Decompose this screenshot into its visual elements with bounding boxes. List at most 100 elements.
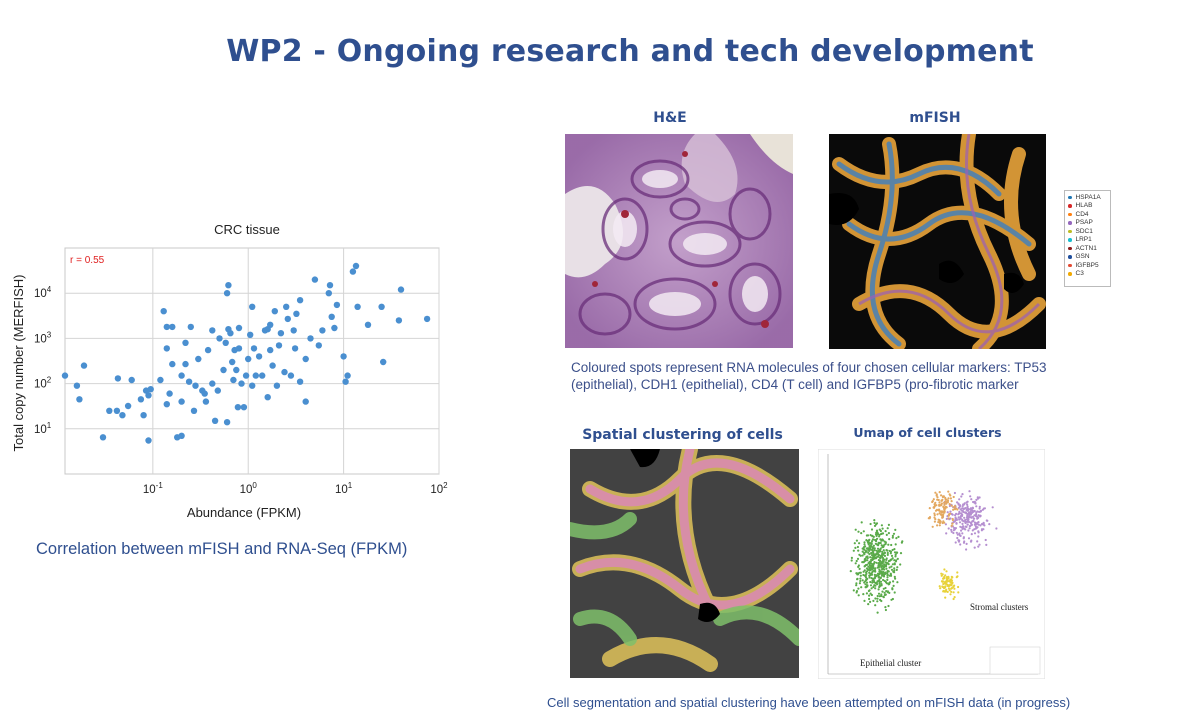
legend-swatch <box>1068 255 1072 259</box>
umap-cell-point <box>951 581 954 584</box>
umap-cell-point <box>872 585 875 589</box>
umap-cell-point <box>952 585 955 588</box>
scatter-point <box>311 276 319 283</box>
legend-swatch <box>1068 212 1072 216</box>
umap-cell-point <box>856 573 859 576</box>
umap-cell-point <box>964 511 967 514</box>
umap-cell-point <box>894 560 898 563</box>
umap-cell-point <box>971 529 974 532</box>
umap-cell-point <box>977 523 980 526</box>
umap-cell-point <box>870 562 873 565</box>
umap-cell-point <box>884 530 887 533</box>
umap-cell-point <box>892 580 895 583</box>
umap-cell-point <box>958 518 961 521</box>
umap-cell-point <box>946 511 949 514</box>
umap-cell-point <box>893 575 896 578</box>
umap-cell-point <box>876 594 879 598</box>
scatter-point <box>325 290 332 297</box>
umap-cell-point <box>868 553 871 556</box>
umap-cell-point <box>885 590 888 593</box>
scatter-point <box>169 323 176 331</box>
umap-cell-point <box>871 546 874 549</box>
he-title: H&E <box>653 110 687 126</box>
umap-cell-point <box>957 516 960 519</box>
scatter-point <box>344 372 351 379</box>
scatter-point <box>233 366 240 374</box>
umap-cell-point <box>886 573 889 576</box>
umap-cell-point <box>856 545 859 549</box>
umap-cell-point <box>945 532 948 535</box>
umap-cell-point <box>958 505 961 508</box>
umap-cell-point <box>950 530 953 533</box>
umap-cell-point <box>956 536 959 540</box>
umap-cell-point <box>946 584 949 587</box>
umap-cell-point <box>954 527 957 530</box>
umap-cell-point <box>882 587 885 590</box>
umap-cell-point <box>893 567 896 570</box>
umap-cell-point <box>884 593 887 596</box>
umap-cell-point <box>865 539 868 542</box>
umap-cell-point <box>869 556 872 559</box>
umap-cell-point <box>877 575 880 578</box>
umap-cell-point <box>881 546 884 549</box>
umap-cell-point <box>882 578 885 582</box>
umap-cell-point <box>978 507 981 510</box>
umap-cell-point <box>961 493 964 496</box>
umap-cell-point <box>867 551 870 554</box>
legend-item: GSN <box>1065 253 1110 262</box>
scatter-point <box>271 308 278 315</box>
umap-cell-point <box>941 580 945 583</box>
scatter-point <box>169 360 176 368</box>
umap-cell-point <box>899 552 903 555</box>
umap-cell-point <box>857 594 860 597</box>
legend-swatch <box>1068 195 1072 199</box>
legend-swatch <box>1068 263 1072 267</box>
scatter-point <box>269 362 276 369</box>
umap-cell-point <box>944 589 947 593</box>
umap-cell-point <box>966 523 969 526</box>
scatter-point <box>163 323 170 331</box>
umap-cell-point <box>948 589 951 592</box>
scatter-point <box>354 303 361 310</box>
umap-cell-point <box>965 516 969 519</box>
scatter-point <box>119 412 126 419</box>
umap-cell-point <box>879 576 882 579</box>
umap-cell-point <box>875 522 879 525</box>
umap-cell-point <box>966 514 969 517</box>
umap-cell-point <box>882 573 885 576</box>
umap-cell-point <box>964 518 967 522</box>
scatter-point <box>114 375 122 382</box>
scatter-point <box>163 345 170 352</box>
legend-label: HSPA1A <box>1075 193 1101 201</box>
umap-cell-point <box>962 537 965 540</box>
umap-cell-point <box>972 517 975 520</box>
umap-cell-point <box>891 588 894 591</box>
umap-cell-point <box>876 597 879 600</box>
scatter-point <box>249 303 256 310</box>
umap-cell-point <box>966 506 969 509</box>
umap-cell-point <box>882 557 885 560</box>
umap-cell-point <box>934 509 938 512</box>
umap-cell-point <box>933 520 936 523</box>
scatter-point <box>145 392 152 399</box>
scatter-point <box>277 330 285 337</box>
umap-cell-point <box>877 592 881 595</box>
umap-cell-point <box>869 592 872 595</box>
umap-cell-point <box>873 549 876 552</box>
umap-cell-point <box>874 587 877 590</box>
scatter-point <box>296 297 304 304</box>
umap-cell-point <box>865 550 868 553</box>
umap-cell-point <box>870 528 874 531</box>
umap-cell-point <box>893 548 896 551</box>
scatter-point <box>247 331 254 338</box>
umap-cell-point <box>947 514 950 517</box>
scatter-point <box>302 398 309 405</box>
umap-cell-point <box>877 588 880 591</box>
umap-cell-point <box>872 564 875 568</box>
umap-cell-point <box>940 499 943 502</box>
umap-cell-point <box>880 594 883 598</box>
scatter-point <box>238 380 245 387</box>
scatter-point <box>235 345 243 352</box>
umap-cell-point <box>880 574 884 577</box>
umap-cell-point <box>862 530 865 533</box>
